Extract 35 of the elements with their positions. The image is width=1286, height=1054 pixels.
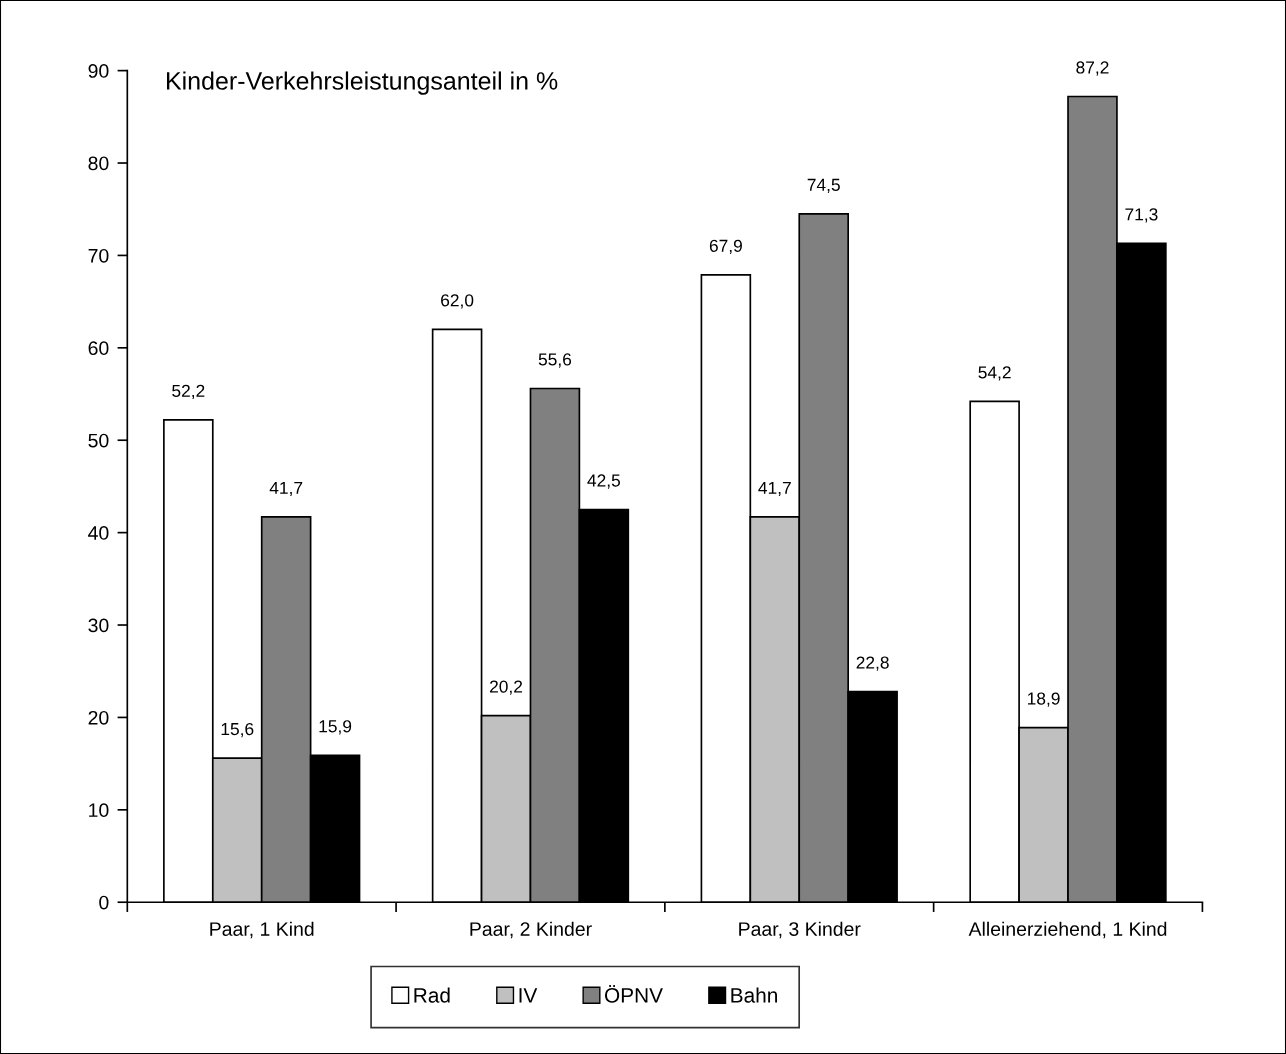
chart-title: Kinder-Verkehrsleistungsanteil in % <box>166 71 558 95</box>
x-tick-label: Alleinerziehend, 1 Kind <box>968 921 1167 939</box>
legend-label: Bahn <box>731 987 777 1003</box>
y-tick-label: 0 <box>99 895 109 910</box>
y-tick-label: 40 <box>88 526 109 540</box>
y-tick-label: 10 <box>89 803 109 818</box>
data-label: 52,2 <box>172 384 205 400</box>
y-tick-label: 70 <box>88 248 109 263</box>
legend-label: IV <box>519 988 538 1003</box>
x-tick-label: Paar, 3 Kinder <box>739 921 861 939</box>
x-tick-label: Paar, 2 Kinder <box>470 921 592 939</box>
y-tick-label: 20 <box>88 710 109 725</box>
data-label: 15,6 <box>221 722 254 738</box>
legend-label: Rad <box>414 987 450 1003</box>
data-label: 41,7 <box>758 481 791 497</box>
data-label: 74,5 <box>807 178 840 194</box>
data-label: 62,0 <box>441 294 474 309</box>
y-tick-label: 90 <box>88 64 109 78</box>
y-tick-label: 50 <box>88 433 109 448</box>
legend-label: ÖPNV <box>604 985 663 1003</box>
data-label: 87,2 <box>1076 61 1109 76</box>
data-label: 71,3 <box>1125 208 1158 223</box>
x-tick-label: Paar, 1 Kind <box>210 921 314 939</box>
y-tick-label: 30 <box>88 618 109 633</box>
y-tick-label: 80 <box>88 156 109 171</box>
data-label: 42,5 <box>587 474 621 489</box>
data-label: 15,9 <box>319 720 352 735</box>
data-label: 67,9 <box>709 239 742 254</box>
data-label: 55,6 <box>538 353 572 368</box>
data-label: 54,2 <box>978 366 1011 381</box>
data-label: 22,8 <box>856 656 889 671</box>
data-label: 20,2 <box>490 680 523 695</box>
y-tick-label: 60 <box>88 341 109 356</box>
data-label: 41,7 <box>269 481 303 497</box>
data-label: 18,9 <box>1028 692 1060 707</box>
